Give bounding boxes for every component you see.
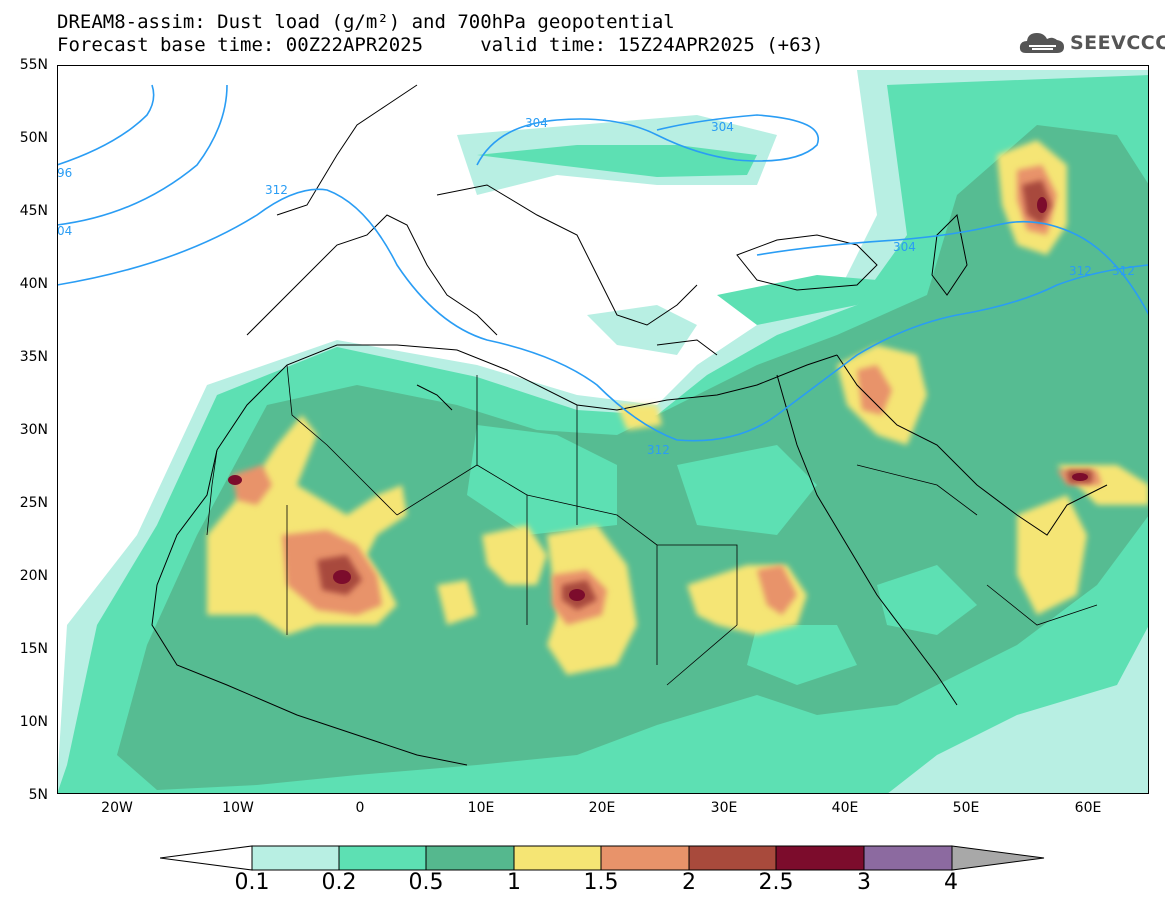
colorbar-swatch <box>338 845 427 871</box>
colorbar-swatch <box>775 845 865 871</box>
contour-label: 312 <box>647 443 670 457</box>
lon-label: 50E <box>952 800 980 816</box>
map-border <box>57 65 1149 794</box>
lon-label: 20E <box>588 800 616 816</box>
colorbar-swatch <box>863 845 953 871</box>
lat-label: 10N <box>19 714 48 730</box>
colorbar-label: 0.5 <box>408 870 444 895</box>
lat-label: 35N <box>19 349 48 365</box>
colorbar-swatch <box>159 845 253 871</box>
lon-label: 0 <box>355 800 365 816</box>
contour-labels: 96 04 312 304 304 304 312 312 312 <box>57 116 1135 457</box>
contour-label: 04 <box>57 224 72 238</box>
cloud-icon <box>1019 33 1064 53</box>
coastlines <box>151 84 1108 766</box>
contour-label: 304 <box>893 240 916 254</box>
dust-band-0-2-inner <box>467 425 977 685</box>
lat-label: 25N <box>19 495 48 511</box>
lat-label: 30N <box>19 422 48 438</box>
dust-map: 96 04 312 304 304 304 312 312 312 <box>57 65 1149 794</box>
lon-label: 10W <box>222 800 254 816</box>
logo-text: SEEVCCC <box>1070 32 1165 54</box>
geopotential-contours <box>57 84 1149 442</box>
forecast-time-info: Forecast base time: 00Z22APR2025 valid t… <box>57 34 824 56</box>
lon-label: 60E <box>1074 800 1102 816</box>
lon-label: 10E <box>467 800 495 816</box>
lat-label: 50N <box>19 130 48 146</box>
contour-label: 312 <box>1069 264 1092 278</box>
colorbar-swatch <box>513 845 602 871</box>
lat-label: 45N <box>19 203 48 219</box>
colorbar-swatch <box>251 845 340 871</box>
lat-label: 55N <box>19 57 48 73</box>
contour-label: 96 <box>57 166 72 180</box>
map-title: DREAM8-assim: Dust load (g/m²) and 700hP… <box>57 11 675 33</box>
contour-label: 304 <box>525 116 548 130</box>
contour-label: 312 <box>265 183 288 197</box>
colorbar-svg <box>159 845 1045 871</box>
contour-label: 304 <box>711 120 734 134</box>
lat-label: 20N <box>19 568 48 584</box>
colorbar-swatch <box>951 845 1045 871</box>
country-borders <box>206 364 1098 686</box>
colorbar-label: 2.5 <box>758 870 794 895</box>
colorbar-label: 0.2 <box>321 870 357 895</box>
colorbar-label: 2 <box>682 870 696 895</box>
contour-label: 312 <box>1112 264 1135 278</box>
seevccc-logo: SEEVCCC <box>1018 28 1165 58</box>
colorbar <box>159 845 1045 871</box>
dust-band-3 <box>228 197 1088 601</box>
colorbar-label: 4 <box>944 870 958 895</box>
colorbar-label: 1.5 <box>583 870 619 895</box>
colorbar-swatch <box>600 845 690 871</box>
lon-label: 40E <box>831 800 859 816</box>
dust-map-svg: 96 04 312 304 304 304 312 312 312 <box>57 65 1149 794</box>
lat-label: 5N <box>28 787 48 803</box>
colorbar-label: 3 <box>857 870 871 895</box>
dust-band-1 <box>207 140 1149 675</box>
lat-label: 15N <box>19 641 48 657</box>
colorbar-swatch <box>688 845 777 871</box>
lon-label: 20W <box>101 800 133 816</box>
colorbar-label: 1 <box>507 870 521 895</box>
colorbar-label: 0.1 <box>234 870 270 895</box>
lon-label: 30E <box>710 800 738 816</box>
lat-label: 40N <box>19 276 48 292</box>
colorbar-swatch <box>425 845 515 871</box>
